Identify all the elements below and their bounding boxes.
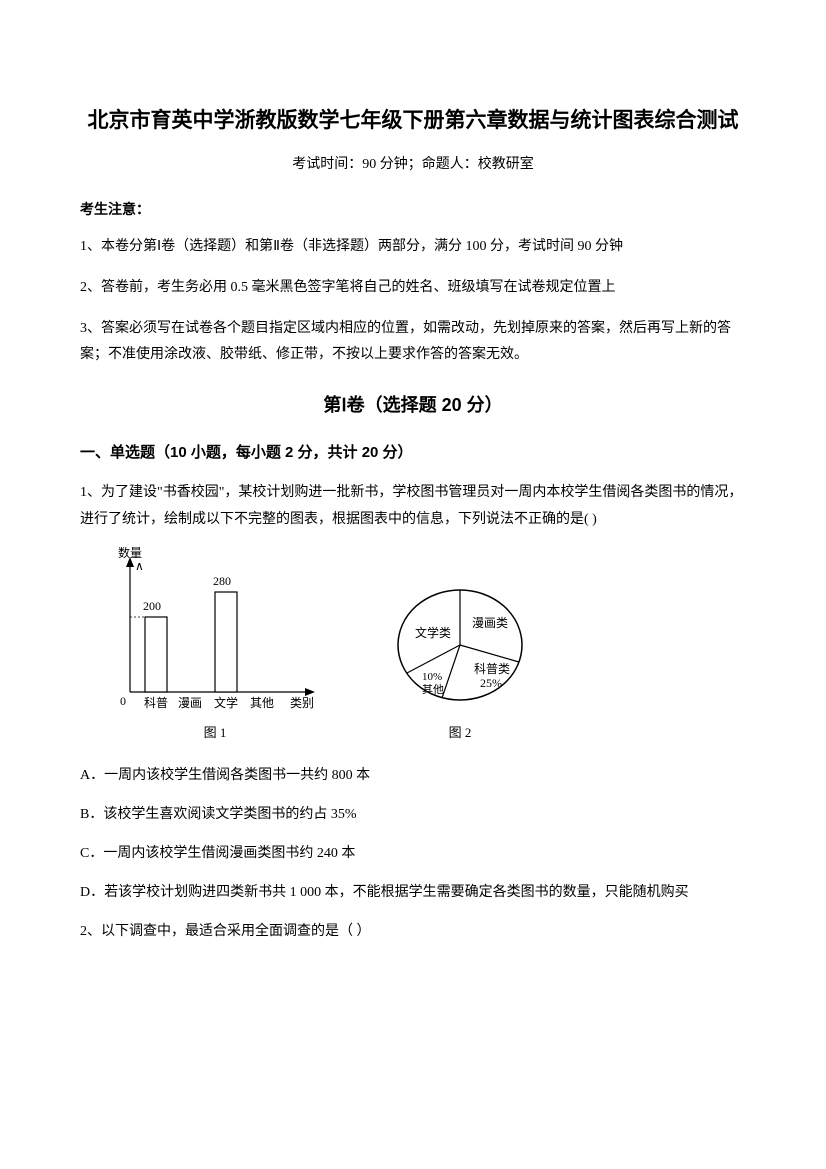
pie-slice-label: 文学类	[415, 625, 451, 640]
document-subtitle: 考试时间：90 分钟；命题人：校教研室	[80, 152, 746, 177]
category-label: 其他	[250, 696, 274, 710]
option-c: C．一周内该校学生借阅漫画类图书约 240 本	[80, 841, 746, 866]
pie-slice-label: 漫画类	[472, 616, 508, 630]
question-group-header: 一、单选题（10 小题，每小题 2 分，共计 20 分）	[80, 439, 746, 466]
option-a: A．一周内该校学生借阅各类图书一共约 800 本	[80, 763, 746, 788]
category-label: 科普	[144, 696, 168, 710]
document-title: 北京市育英中学浙教版数学七年级下册第六章数据与统计图表综合测试	[80, 100, 746, 142]
origin-label: 0	[120, 694, 126, 708]
section-header: 第Ⅰ卷（选择题 20 分）	[80, 389, 746, 421]
pie-chart-block: 文学类 漫画类 科普类 25% 10% 其他 图 2	[380, 577, 540, 744]
question-1-text: 1、为了建设"书香校园"，某校计划购进一批新书，学校图书管理员对一周内本校学生借…	[80, 480, 746, 533]
figure-2-caption: 图 2	[449, 721, 472, 744]
option-d: D．若该学校计划购进四类新书共 1 000 本，不能根据学生需要确定各类图书的数…	[80, 880, 746, 905]
pie-chart: 文学类 漫画类 科普类 25% 10% 其他	[380, 577, 540, 717]
x-axis-label: 类别	[290, 696, 314, 710]
bar-chart: 数量 ∧ 0 200 280 科普 漫画 文学 其他 类别	[100, 547, 330, 717]
question-1-figures: 数量 ∧ 0 200 280 科普 漫画 文学 其他 类别 图 1	[100, 547, 746, 744]
notice-item: 1、本卷分第Ⅰ卷（选择题）和第Ⅱ卷（非选择题）两部分，满分 100 分，考试时间…	[80, 234, 746, 261]
svg-text:∧: ∧	[135, 559, 144, 573]
figure-1-caption: 图 1	[204, 721, 227, 744]
pie-slice-label: 科普类	[474, 662, 510, 676]
option-b: B．该校学生喜欢阅读文学类图书的约占 35%	[80, 802, 746, 827]
category-label: 文学	[214, 695, 238, 710]
notice-item: 3、答案必须写在试卷各个题目指定区域内相应的位置，如需改动，先划掉原来的答案，然…	[80, 316, 746, 369]
pie-slice-label: 10%	[422, 671, 442, 683]
bar-value-3: 280	[213, 574, 231, 588]
category-label: 漫画	[178, 696, 202, 710]
notice-item: 2、答卷前，考生务必用 0.5 毫米黑色签字笔将自己的姓名、班级填写在试卷规定位…	[80, 275, 746, 302]
question-2-text: 2、以下调查中，最适合采用全面调查的是（ ）	[80, 919, 746, 946]
pie-slice-label: 25%	[480, 676, 502, 690]
bar-chart-block: 数量 ∧ 0 200 280 科普 漫画 文学 其他 类别 图 1	[100, 547, 330, 744]
notice-header: 考生注意：	[80, 197, 746, 222]
pie-slice-label: 其他	[422, 683, 444, 696]
bar-value-1: 200	[143, 599, 161, 613]
